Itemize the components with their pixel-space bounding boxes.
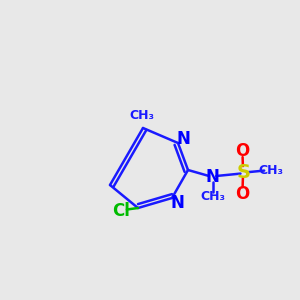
Text: N: N	[206, 169, 220, 187]
Text: O: O	[236, 142, 250, 160]
Text: CH₃: CH₃	[129, 109, 154, 122]
Text: N: N	[176, 130, 190, 148]
Text: O: O	[236, 185, 250, 203]
Text: CH₃: CH₃	[259, 164, 284, 177]
Text: CH₃: CH₃	[200, 190, 225, 203]
Text: S: S	[237, 163, 251, 182]
Text: N: N	[170, 194, 184, 211]
Text: Cl: Cl	[112, 202, 130, 220]
